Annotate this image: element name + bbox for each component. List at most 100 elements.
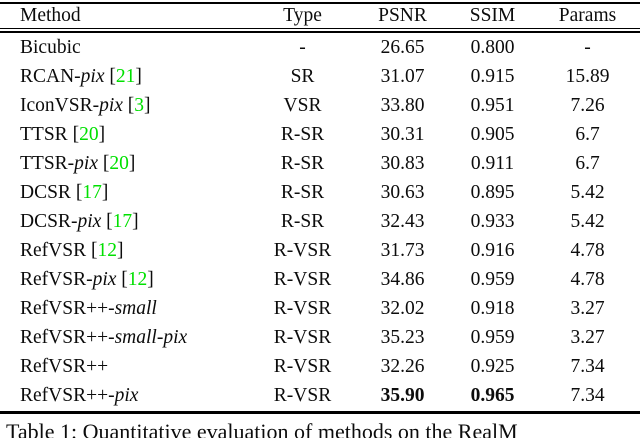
type-cell: - bbox=[299, 36, 306, 58]
params-cell: 5.42 bbox=[570, 211, 605, 232]
citation-link[interactable]: 12 bbox=[127, 269, 148, 291]
params-cell: 3.27 bbox=[570, 298, 605, 320]
method-name: RefVSR++- bbox=[20, 385, 115, 407]
citation-bracket: [ bbox=[98, 152, 110, 174]
params-cell: 15.89 bbox=[565, 65, 610, 87]
type-cell: R-VSR bbox=[273, 327, 332, 349]
citation-bracket: ] bbox=[144, 94, 151, 116]
ssim-cell: 0.916 bbox=[470, 240, 515, 262]
citation-bracket: ] bbox=[101, 181, 109, 203]
ssim-cell: 0.959 bbox=[470, 327, 515, 349]
method-cell: Bicubic bbox=[0, 37, 250, 59]
method-name: RefVSR++- bbox=[20, 298, 115, 320]
type-cell: R-SR bbox=[280, 152, 325, 174]
table-row: RefVSR-pix [12] R-VSR 34.86 0.959 4.78 bbox=[0, 266, 640, 295]
table-row: DCSR-pix [17] R-SR 32.43 0.933 5.42 bbox=[0, 207, 640, 236]
header-rule-gap bbox=[0, 29, 640, 31]
method-name-variant: pix bbox=[74, 152, 98, 174]
psnr-cell: 30.31 bbox=[380, 123, 425, 145]
table-row: RefVSR [12] R-VSR 31.73 0.916 4.78 bbox=[0, 237, 640, 266]
table-row: DCSR [17] R-SR 30.63 0.895 5.42 bbox=[0, 178, 640, 207]
method-cell: RefVSR++-small bbox=[0, 298, 250, 320]
params-cell: 7.34 bbox=[570, 385, 605, 407]
citation-link[interactable]: 20 bbox=[79, 123, 99, 145]
method-name: TTSR bbox=[20, 123, 68, 145]
params-cell: 7.26 bbox=[570, 94, 605, 116]
method-cell: TTSR [20] bbox=[0, 124, 250, 146]
method-name: DCSR bbox=[20, 181, 71, 203]
ssim-cell: 0.911 bbox=[470, 152, 515, 174]
type-cell: VSR bbox=[283, 94, 322, 116]
method-cell: DCSR [17] bbox=[0, 182, 250, 204]
type-cell: R-VSR bbox=[273, 240, 332, 262]
table-top-rule bbox=[0, 2, 640, 4]
params-cell: 4.78 bbox=[570, 240, 605, 262]
citation-link[interactable]: 12 bbox=[97, 240, 117, 262]
psnr-cell: 26.65 bbox=[380, 36, 425, 58]
method-name: RefVSR++ bbox=[20, 356, 109, 378]
type-cell: R-SR bbox=[280, 123, 325, 145]
ssim-cell: 0.959 bbox=[470, 269, 515, 291]
citation-bracket: ] bbox=[135, 65, 142, 87]
table-body: Bicubic - 26.65 0.800 - RCAN-pix [21] SR… bbox=[0, 33, 640, 411]
citation-bracket: ] bbox=[132, 211, 139, 232]
citation-bracket: ] bbox=[116, 240, 124, 262]
type-cell: R-SR bbox=[280, 181, 325, 203]
psnr-cell: 30.63 bbox=[380, 181, 425, 203]
params-cell: 3.27 bbox=[570, 327, 605, 349]
type-cell: R-VSR bbox=[273, 385, 332, 407]
ssim-cell: 0.800 bbox=[470, 36, 515, 58]
column-header-ssim: SSIM bbox=[469, 5, 516, 26]
psnr-cell: 35.23 bbox=[380, 327, 425, 349]
type-cell: R-VSR bbox=[273, 356, 332, 378]
psnr-cell: 30.83 bbox=[380, 152, 425, 174]
method-name-variant: pix bbox=[80, 65, 105, 87]
table-bottom-rule bbox=[0, 411, 640, 414]
method-name-variant: pix bbox=[114, 385, 139, 407]
table-row: RefVSR++-small-pix R-VSR 35.23 0.959 3.2… bbox=[0, 324, 640, 353]
citation-bracket: [ bbox=[86, 240, 98, 262]
type-cell: R-SR bbox=[280, 211, 325, 232]
table-row: RefVSR++ R-VSR 32.26 0.925 7.34 bbox=[0, 353, 640, 382]
citation-bracket: ] bbox=[147, 269, 154, 291]
method-cell: RCAN-pix [21] bbox=[0, 66, 250, 88]
method-cell: RefVSR-pix [12] bbox=[0, 269, 250, 291]
citation-bracket: [ bbox=[101, 211, 113, 232]
method-name: RCAN- bbox=[20, 65, 81, 87]
ssim-cell: 0.905 bbox=[470, 123, 515, 145]
ssim-cell: 0.918 bbox=[470, 298, 515, 320]
citation-bracket: ] bbox=[98, 123, 106, 145]
table-row: RefVSR++-small R-VSR 32.02 0.918 3.27 bbox=[0, 295, 640, 324]
params-cell: 6.7 bbox=[575, 123, 600, 145]
citation-link[interactable]: 17 bbox=[82, 181, 102, 203]
results-table: Method Type PSNR SSIM Params Bicubic - 2… bbox=[0, 2, 640, 414]
method-name: RefVSR- bbox=[20, 269, 93, 291]
citation-link[interactable]: 21 bbox=[115, 65, 136, 87]
ssim-cell: 0.951 bbox=[470, 94, 515, 116]
citation-link[interactable]: 20 bbox=[109, 152, 129, 174]
type-cell: R-VSR bbox=[273, 269, 332, 291]
method-name: RefVSR bbox=[20, 240, 87, 262]
method-cell: TTSR-pix [20] bbox=[0, 153, 250, 175]
method-name: IconVSR- bbox=[20, 94, 100, 116]
type-cell: SR bbox=[290, 65, 315, 87]
column-header-type: Type bbox=[283, 5, 322, 26]
ssim-cell: 0.915 bbox=[470, 65, 515, 87]
method-cell: IconVSR-pix [3] bbox=[0, 95, 250, 117]
method-name: RefVSR++- bbox=[20, 327, 115, 349]
method-name-variant: pix bbox=[77, 211, 102, 232]
citation-bracket: [ bbox=[116, 269, 128, 291]
citation-link[interactable]: 3 bbox=[134, 94, 145, 116]
table-row: RefVSR++-pix R-VSR 35.90 0.965 7.34 bbox=[0, 382, 640, 411]
table-caption: Table 1: Quantitative evaluation of meth… bbox=[6, 419, 518, 438]
citation-link[interactable]: 17 bbox=[112, 211, 133, 232]
method-name-variant: small-pix bbox=[114, 327, 188, 349]
psnr-cell: 33.80 bbox=[380, 94, 425, 116]
citation-bracket: [ bbox=[67, 123, 80, 145]
citation-bracket: [ bbox=[104, 65, 116, 87]
citation-bracket: [ bbox=[70, 181, 83, 203]
table-row: IconVSR-pix [3] VSR 33.80 0.951 7.26 bbox=[0, 91, 640, 120]
psnr-cell: 31.73 bbox=[380, 240, 425, 262]
psnr-cell: 32.26 bbox=[380, 356, 425, 378]
